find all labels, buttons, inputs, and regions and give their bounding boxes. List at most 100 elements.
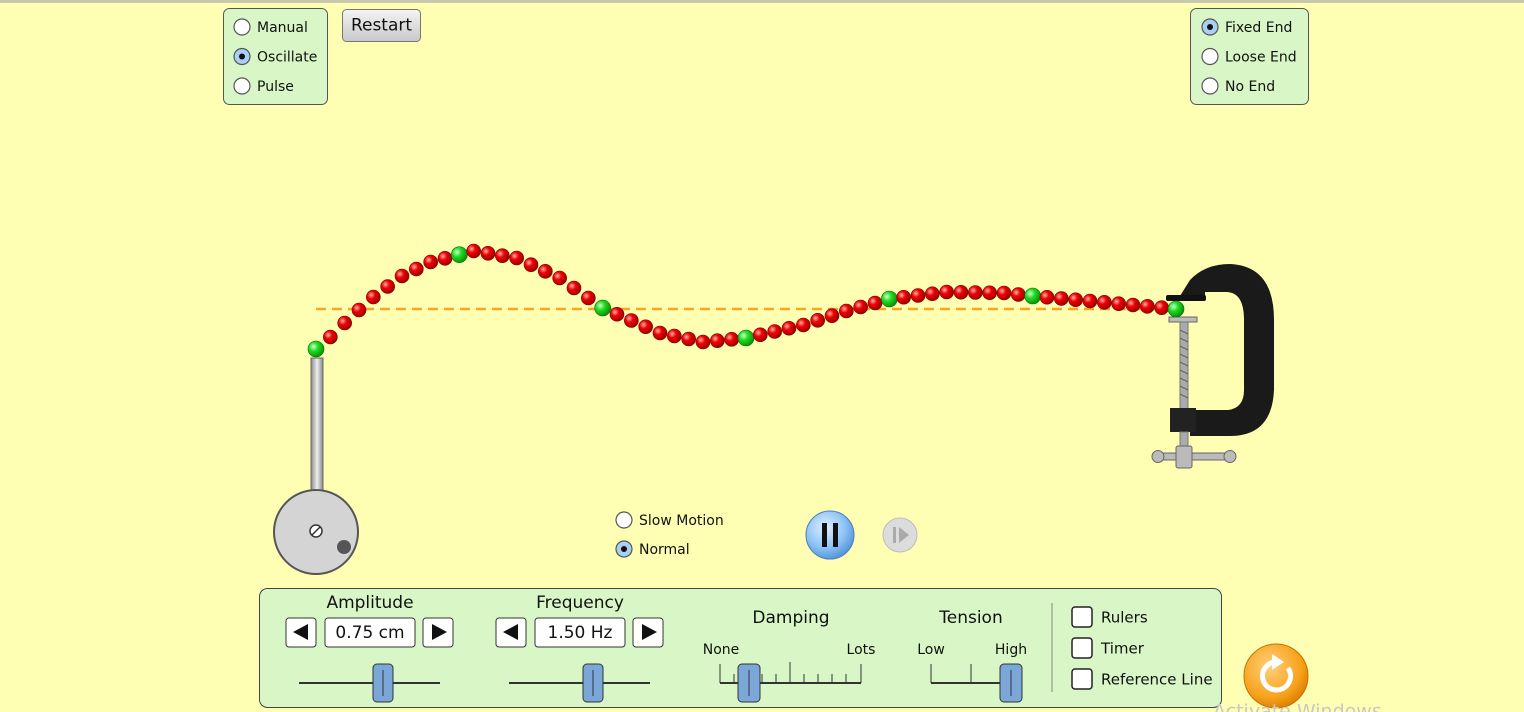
radio-button[interactable] — [233, 77, 251, 95]
end-option[interactable]: Loose End — [1201, 47, 1297, 66]
mode-option[interactable]: Pulse — [233, 77, 294, 95]
increment-button[interactable] — [422, 617, 454, 648]
bead — [695, 334, 711, 350]
bead — [896, 289, 911, 305]
value-text: 1.50 Hz — [548, 623, 613, 643]
mode-option[interactable]: Oscillate — [233, 47, 317, 66]
slider[interactable] — [299, 663, 440, 703]
bead — [609, 306, 625, 322]
mode-label: Manual — [257, 20, 308, 36]
checkbox-box[interactable] — [1071, 668, 1093, 690]
watermark: Activate Windows — [1213, 701, 1382, 712]
checkbox[interactable]: Reference Line — [1071, 668, 1213, 690]
radio-button[interactable] — [1201, 77, 1219, 95]
bead — [1111, 296, 1126, 311]
radio-dot — [621, 546, 627, 552]
mode-panel — [223, 8, 328, 105]
bead — [624, 313, 639, 328]
bead — [366, 289, 381, 305]
end-label: Loose End — [1225, 50, 1297, 66]
slider[interactable] — [509, 663, 650, 703]
bead — [910, 288, 926, 303]
bead — [509, 250, 524, 266]
end-option[interactable]: No End — [1201, 77, 1275, 95]
restart-button[interactable]: Restart — [342, 9, 421, 42]
bead — [423, 254, 438, 270]
arrow-left — [503, 624, 518, 640]
radio-button[interactable] — [1201, 47, 1219, 66]
bead — [1082, 293, 1098, 309]
bead — [753, 327, 768, 343]
pause-button[interactable] — [805, 510, 855, 560]
bead-marker — [594, 299, 611, 317]
bead — [724, 332, 739, 347]
bead — [566, 280, 582, 296]
reset-button[interactable] — [1243, 643, 1309, 709]
checkbox-label: Rulers — [1101, 609, 1148, 627]
bead — [953, 284, 969, 300]
checkbox[interactable]: Rulers — [1071, 606, 1148, 628]
oscillator-post — [310, 357, 324, 493]
bead — [466, 243, 481, 259]
wheel-pin — [337, 540, 351, 554]
bead — [409, 261, 424, 277]
tension-slider[interactable] — [930, 663, 1023, 703]
bead-marker — [881, 290, 898, 308]
mode-label: Pulse — [257, 79, 294, 95]
end-option[interactable]: Fixed End — [1201, 18, 1292, 36]
bead — [581, 290, 596, 306]
decrement-button[interactable] — [495, 617, 527, 648]
bead — [710, 333, 725, 348]
bead — [351, 302, 367, 318]
bead — [681, 331, 696, 347]
bead — [925, 286, 940, 302]
increment-button[interactable] — [632, 617, 664, 648]
checkbox-box[interactable] — [1071, 606, 1093, 628]
checkbox-label: Timer — [1100, 640, 1145, 658]
speed-label: Slow Motion — [639, 513, 724, 529]
bead — [1068, 292, 1083, 308]
checkbox-box[interactable] — [1071, 637, 1093, 659]
end-label: No End — [1225, 79, 1275, 95]
bead-marker — [1167, 300, 1185, 318]
arrow-right — [642, 624, 657, 640]
damping-slider[interactable] — [719, 662, 862, 703]
tension-max: High — [995, 642, 1027, 658]
value-box — [534, 617, 626, 648]
checkbox[interactable]: Timer — [1071, 637, 1145, 659]
bead — [638, 319, 653, 335]
bead — [796, 317, 811, 333]
bead — [1011, 287, 1026, 302]
bead — [480, 246, 496, 261]
speed-option[interactable]: Normal — [615, 540, 690, 558]
mode-label: Oscillate — [257, 50, 317, 66]
value-text: 0.75 cm — [335, 623, 404, 643]
amplitude-label: Amplitude — [326, 593, 413, 613]
speed-label: Normal — [639, 542, 690, 558]
bead — [667, 328, 682, 344]
damping-min: None — [703, 642, 740, 658]
radio-button[interactable] — [615, 511, 633, 529]
bead — [839, 303, 854, 319]
tension-label: Tension — [938, 608, 1002, 628]
bead — [394, 268, 410, 284]
bead — [1125, 297, 1141, 313]
bead — [337, 315, 352, 331]
bead — [380, 279, 395, 294]
bead — [437, 251, 453, 266]
step-button[interactable] — [882, 517, 918, 553]
decrement-button[interactable] — [285, 617, 317, 648]
bead-marker — [1024, 287, 1041, 305]
clamp — [1151, 264, 1274, 469]
mode-option[interactable]: Manual — [233, 18, 308, 36]
bead — [1140, 299, 1155, 314]
bead — [767, 324, 782, 339]
bead-marker — [737, 329, 755, 347]
bead — [552, 270, 567, 286]
tension-min: Low — [917, 642, 945, 658]
speed-option[interactable]: Slow Motion — [615, 511, 724, 529]
bead — [495, 248, 510, 263]
string — [307, 243, 1185, 358]
radio-button[interactable] — [233, 18, 251, 36]
